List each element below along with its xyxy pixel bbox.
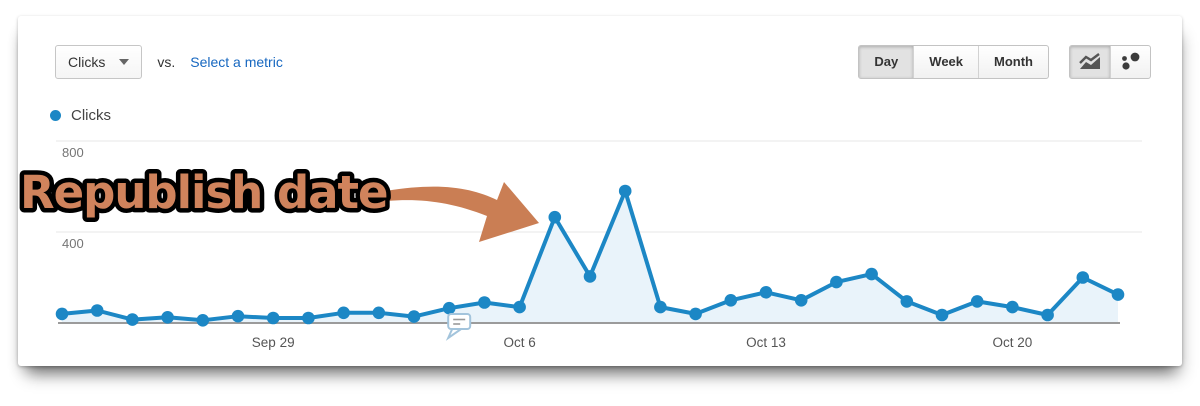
granularity-segmented-control: Day Week Month	[858, 45, 1049, 79]
motion-chart-icon	[1121, 52, 1139, 70]
month-button[interactable]: Month	[978, 46, 1048, 78]
chevron-down-icon	[119, 59, 130, 65]
metric-controls: Clicks vs. Select a metric	[55, 45, 283, 79]
day-button[interactable]: Day	[859, 46, 914, 78]
chart-type-segmented-control	[1069, 45, 1151, 79]
motion-chart-button[interactable]	[1110, 46, 1150, 78]
select-metric-link[interactable]: Select a metric	[190, 54, 283, 70]
chart-legend: Clicks	[50, 107, 111, 124]
metric-dropdown-value: Clicks	[68, 54, 106, 70]
metric-dropdown[interactable]: Clicks	[55, 45, 143, 79]
line-chart-icon	[1079, 53, 1100, 69]
analytics-chart-card: Clicks vs. Select a metric Day Week Mont…	[18, 16, 1182, 366]
week-button[interactable]: Week	[913, 46, 978, 78]
legend-series-label: Clicks	[71, 107, 111, 124]
legend-dot-icon	[50, 110, 61, 121]
line-chart-button[interactable]	[1070, 46, 1110, 78]
chart-view-controls: Day Week Month	[858, 45, 1151, 79]
vs-label: vs.	[157, 54, 176, 70]
